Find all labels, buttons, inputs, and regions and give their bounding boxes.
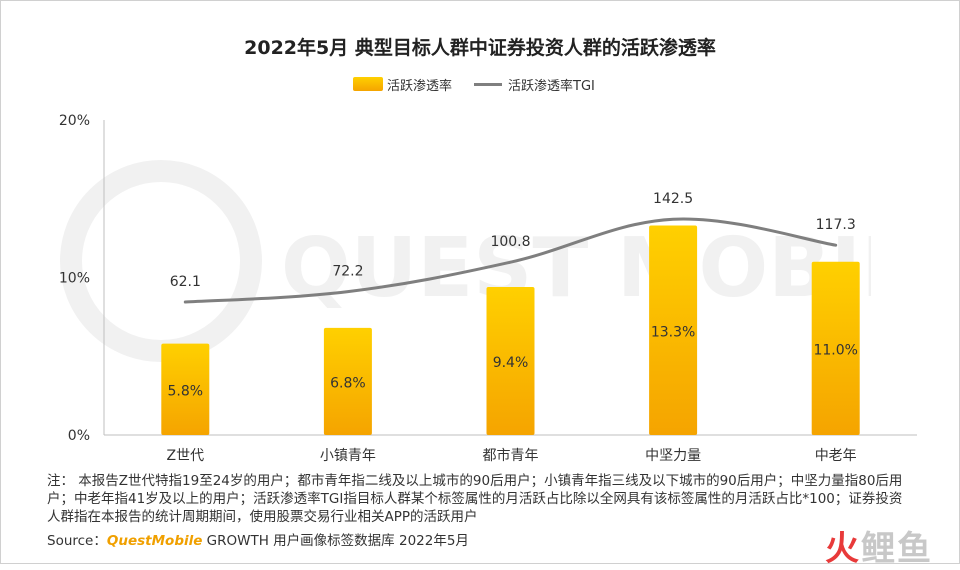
- bar: [486, 286, 535, 435]
- logo-char-3: 鱼: [897, 529, 933, 569]
- bar-value-label: 5.8%: [168, 383, 204, 399]
- combo-chart: 0% 10% 20% 5.8% Z世代 6.8% 小镇青年 9.4% 都市青年 13.3% 中坚力…: [59, 113, 917, 464]
- x-tick-label: 中坚力量: [645, 448, 701, 464]
- line-value-label: 62.1: [170, 274, 201, 290]
- line-value-label: 72.2: [332, 264, 363, 280]
- watermark-text: QUEST MOBILE: [281, 221, 871, 316]
- source-line: Source：QuestMobile GROWTH 用户画像标签数据库 2022…: [47, 529, 469, 549]
- bar-value-label: 13.3%: [651, 324, 695, 340]
- site-logo: 火鲤鱼: [825, 521, 933, 570]
- footnote: 注： 本报告Z世代特指19至24岁的用户；都市青年指二线及以上城市的90后用户；…: [47, 473, 903, 525]
- bar: [811, 261, 860, 435]
- y-tick-label: 10%: [59, 271, 90, 287]
- legend-line-swatch: [474, 82, 503, 86]
- x-tick-label: 中老年: [815, 448, 857, 464]
- source-brand: QuestMobile: [106, 533, 203, 549]
- watermark-logo: QUEST MOBILE: [60, 160, 871, 362]
- legend-bar-label: 活跃渗透率: [387, 78, 453, 94]
- source-prefix: Source：: [47, 533, 107, 549]
- bar-value-label: 6.8%: [330, 375, 366, 391]
- source-suffix: GROWTH 用户画像标签数据库 2022年5月: [202, 533, 469, 549]
- line-value-label: 117.3: [816, 217, 856, 233]
- x-tick-label: 小镇青年: [320, 448, 376, 464]
- bar: [161, 343, 210, 435]
- bar: [649, 225, 698, 435]
- x-tick-label: Z世代: [167, 448, 205, 464]
- line-value-label: 142.5: [653, 191, 693, 207]
- logo-char-1: 火: [825, 529, 861, 569]
- chart-title: 2022年5月 典型目标人群中证券投资人群的活跃渗透率: [244, 37, 716, 59]
- legend-bar-swatch: [353, 77, 383, 91]
- line-value-label: 100.8: [490, 234, 530, 250]
- tgi-line: [183, 217, 838, 304]
- legend-line-label: 活跃渗透率TGI: [508, 78, 595, 94]
- bar-value-label: 9.4%: [493, 355, 529, 371]
- y-tick-label: 20%: [59, 113, 90, 129]
- y-tick-label: 0%: [68, 428, 90, 444]
- bar-value-label: 11.0%: [813, 342, 857, 358]
- legend: 活跃渗透率 活跃渗透率TGI: [353, 74, 595, 94]
- bar: [323, 327, 372, 435]
- logo-char-2: 鲤: [861, 529, 897, 569]
- x-tick-label: 都市青年: [483, 447, 539, 464]
